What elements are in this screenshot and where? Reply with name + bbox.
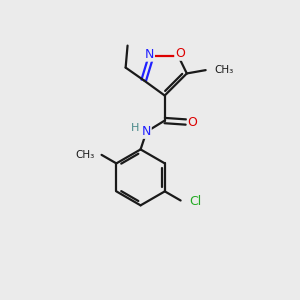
Text: N: N bbox=[142, 125, 151, 138]
Text: O: O bbox=[188, 116, 197, 128]
Text: Cl: Cl bbox=[189, 195, 201, 208]
Text: N: N bbox=[145, 48, 154, 61]
Text: O: O bbox=[175, 47, 185, 60]
Text: CH₃: CH₃ bbox=[214, 65, 233, 75]
Text: H: H bbox=[131, 123, 140, 133]
Text: CH₃: CH₃ bbox=[75, 150, 94, 160]
